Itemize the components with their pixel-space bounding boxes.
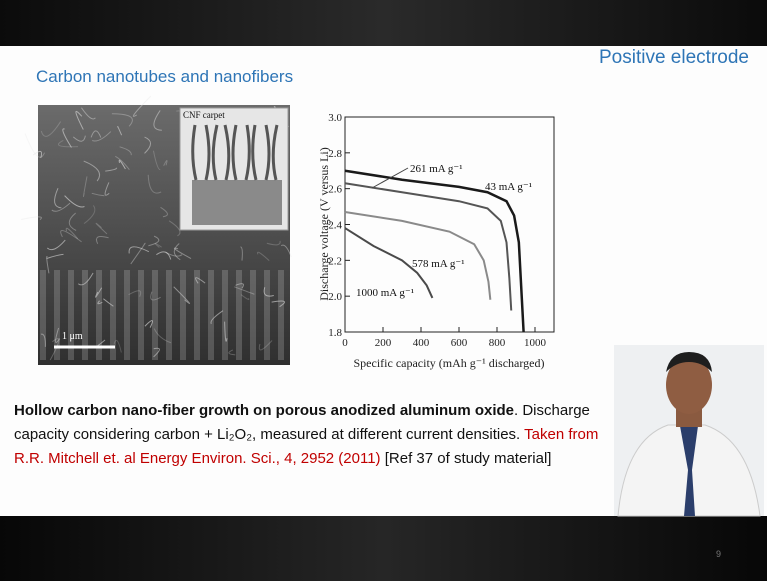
sem-column: [124, 270, 130, 360]
sem-column: [236, 270, 242, 360]
discharge-curve: [345, 171, 524, 332]
x-tick-label: 200: [375, 337, 392, 349]
caption-ref: [Ref 37 of study material]: [385, 450, 552, 467]
x-axis-label: Specific capacity (mAh g⁻¹ discharged): [354, 356, 545, 370]
series-label: 261 mA g⁻¹: [410, 163, 463, 175]
sem-column: [278, 270, 284, 360]
x-tick-label: 600: [451, 337, 468, 349]
sem-column: [138, 270, 144, 360]
sem-column: [152, 270, 158, 360]
sem-column: [250, 270, 256, 360]
slide-number: 9: [716, 549, 721, 559]
inset-base: [192, 180, 282, 225]
series-label: 578 mA g⁻¹: [412, 258, 465, 270]
sem-column: [166, 270, 172, 360]
caption: Hollow carbon nano-fiber growth on porou…: [14, 399, 614, 471]
x-tick-label: 1000: [524, 337, 547, 349]
sem-column: [264, 270, 270, 360]
sem-column: [208, 270, 214, 360]
sem-column: [180, 270, 186, 360]
series-label: 43 mA g⁻¹: [485, 181, 532, 193]
label-pointer: [372, 168, 408, 188]
presenter: [614, 345, 764, 516]
y-tick-label: 3.0: [328, 112, 342, 124]
y-tick-label: 1.8: [328, 327, 342, 339]
sem-column: [40, 270, 46, 360]
scale-bar-label: 1 μm: [62, 331, 83, 342]
series-label: 1000 mA g⁻¹: [356, 287, 414, 299]
inset-label: CNF carpet: [183, 110, 225, 120]
figure: CNF carpet 1 μm 1.82.02.22.42.62.83.0020…: [0, 0, 767, 581]
slide-frame: Positive electrode Carbon nanotubes and …: [0, 0, 767, 581]
sem-column: [194, 270, 200, 360]
sem-column: [222, 270, 228, 360]
caption-bold: Hollow carbon nano-fiber growth on porou…: [14, 402, 514, 419]
x-tick-label: 0: [342, 337, 348, 349]
x-tick-label: 400: [413, 337, 430, 349]
y-axis-label: Discharge voltage (V versus Li): [317, 147, 331, 301]
x-tick-label: 800: [489, 337, 506, 349]
